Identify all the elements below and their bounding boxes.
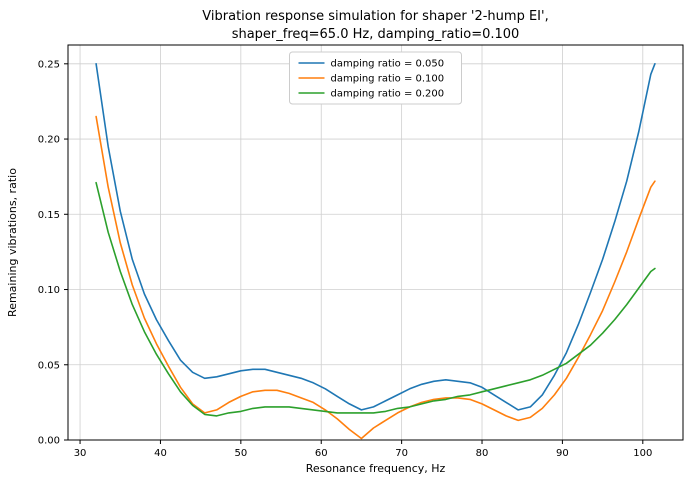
y-tick-label: 0.05 bbox=[38, 360, 60, 371]
y-tick-label: 0.20 bbox=[38, 135, 60, 146]
plot-frame bbox=[67, 44, 684, 441]
x-tick-label: 30 bbox=[74, 448, 87, 459]
x-tick-label: 80 bbox=[476, 448, 489, 459]
x-tick-label: 100 bbox=[633, 448, 652, 459]
series-line-0050 bbox=[95, 62, 656, 411]
x-tick-label: 40 bbox=[154, 448, 167, 459]
series-line-0100 bbox=[95, 115, 656, 440]
x-tick-label: 70 bbox=[395, 448, 408, 459]
y-tick-label: 0.15 bbox=[38, 210, 60, 221]
x-axis-label: Resonance frequency, Hz bbox=[305, 462, 446, 475]
series-line-0200 bbox=[95, 181, 656, 417]
x-tick-label: 90 bbox=[556, 448, 569, 459]
legend-label: damping ratio = 0.100 bbox=[331, 74, 445, 85]
legend-label: damping ratio = 0.050 bbox=[331, 59, 445, 70]
y-tick-label: 0.00 bbox=[38, 436, 60, 447]
legend-label: damping ratio = 0.200 bbox=[331, 89, 445, 100]
x-tick-label: 50 bbox=[234, 448, 247, 459]
chart-title: Vibration response simulation for shaper… bbox=[202, 9, 549, 42]
x-tick-label: 60 bbox=[315, 448, 328, 459]
legend-box bbox=[289, 51, 462, 105]
y-tick-label: 0.25 bbox=[38, 59, 60, 70]
y-tick-label: 0.10 bbox=[38, 285, 60, 296]
legend: damping ratio = 0.050 damping ratio = 0.1… bbox=[289, 51, 462, 105]
